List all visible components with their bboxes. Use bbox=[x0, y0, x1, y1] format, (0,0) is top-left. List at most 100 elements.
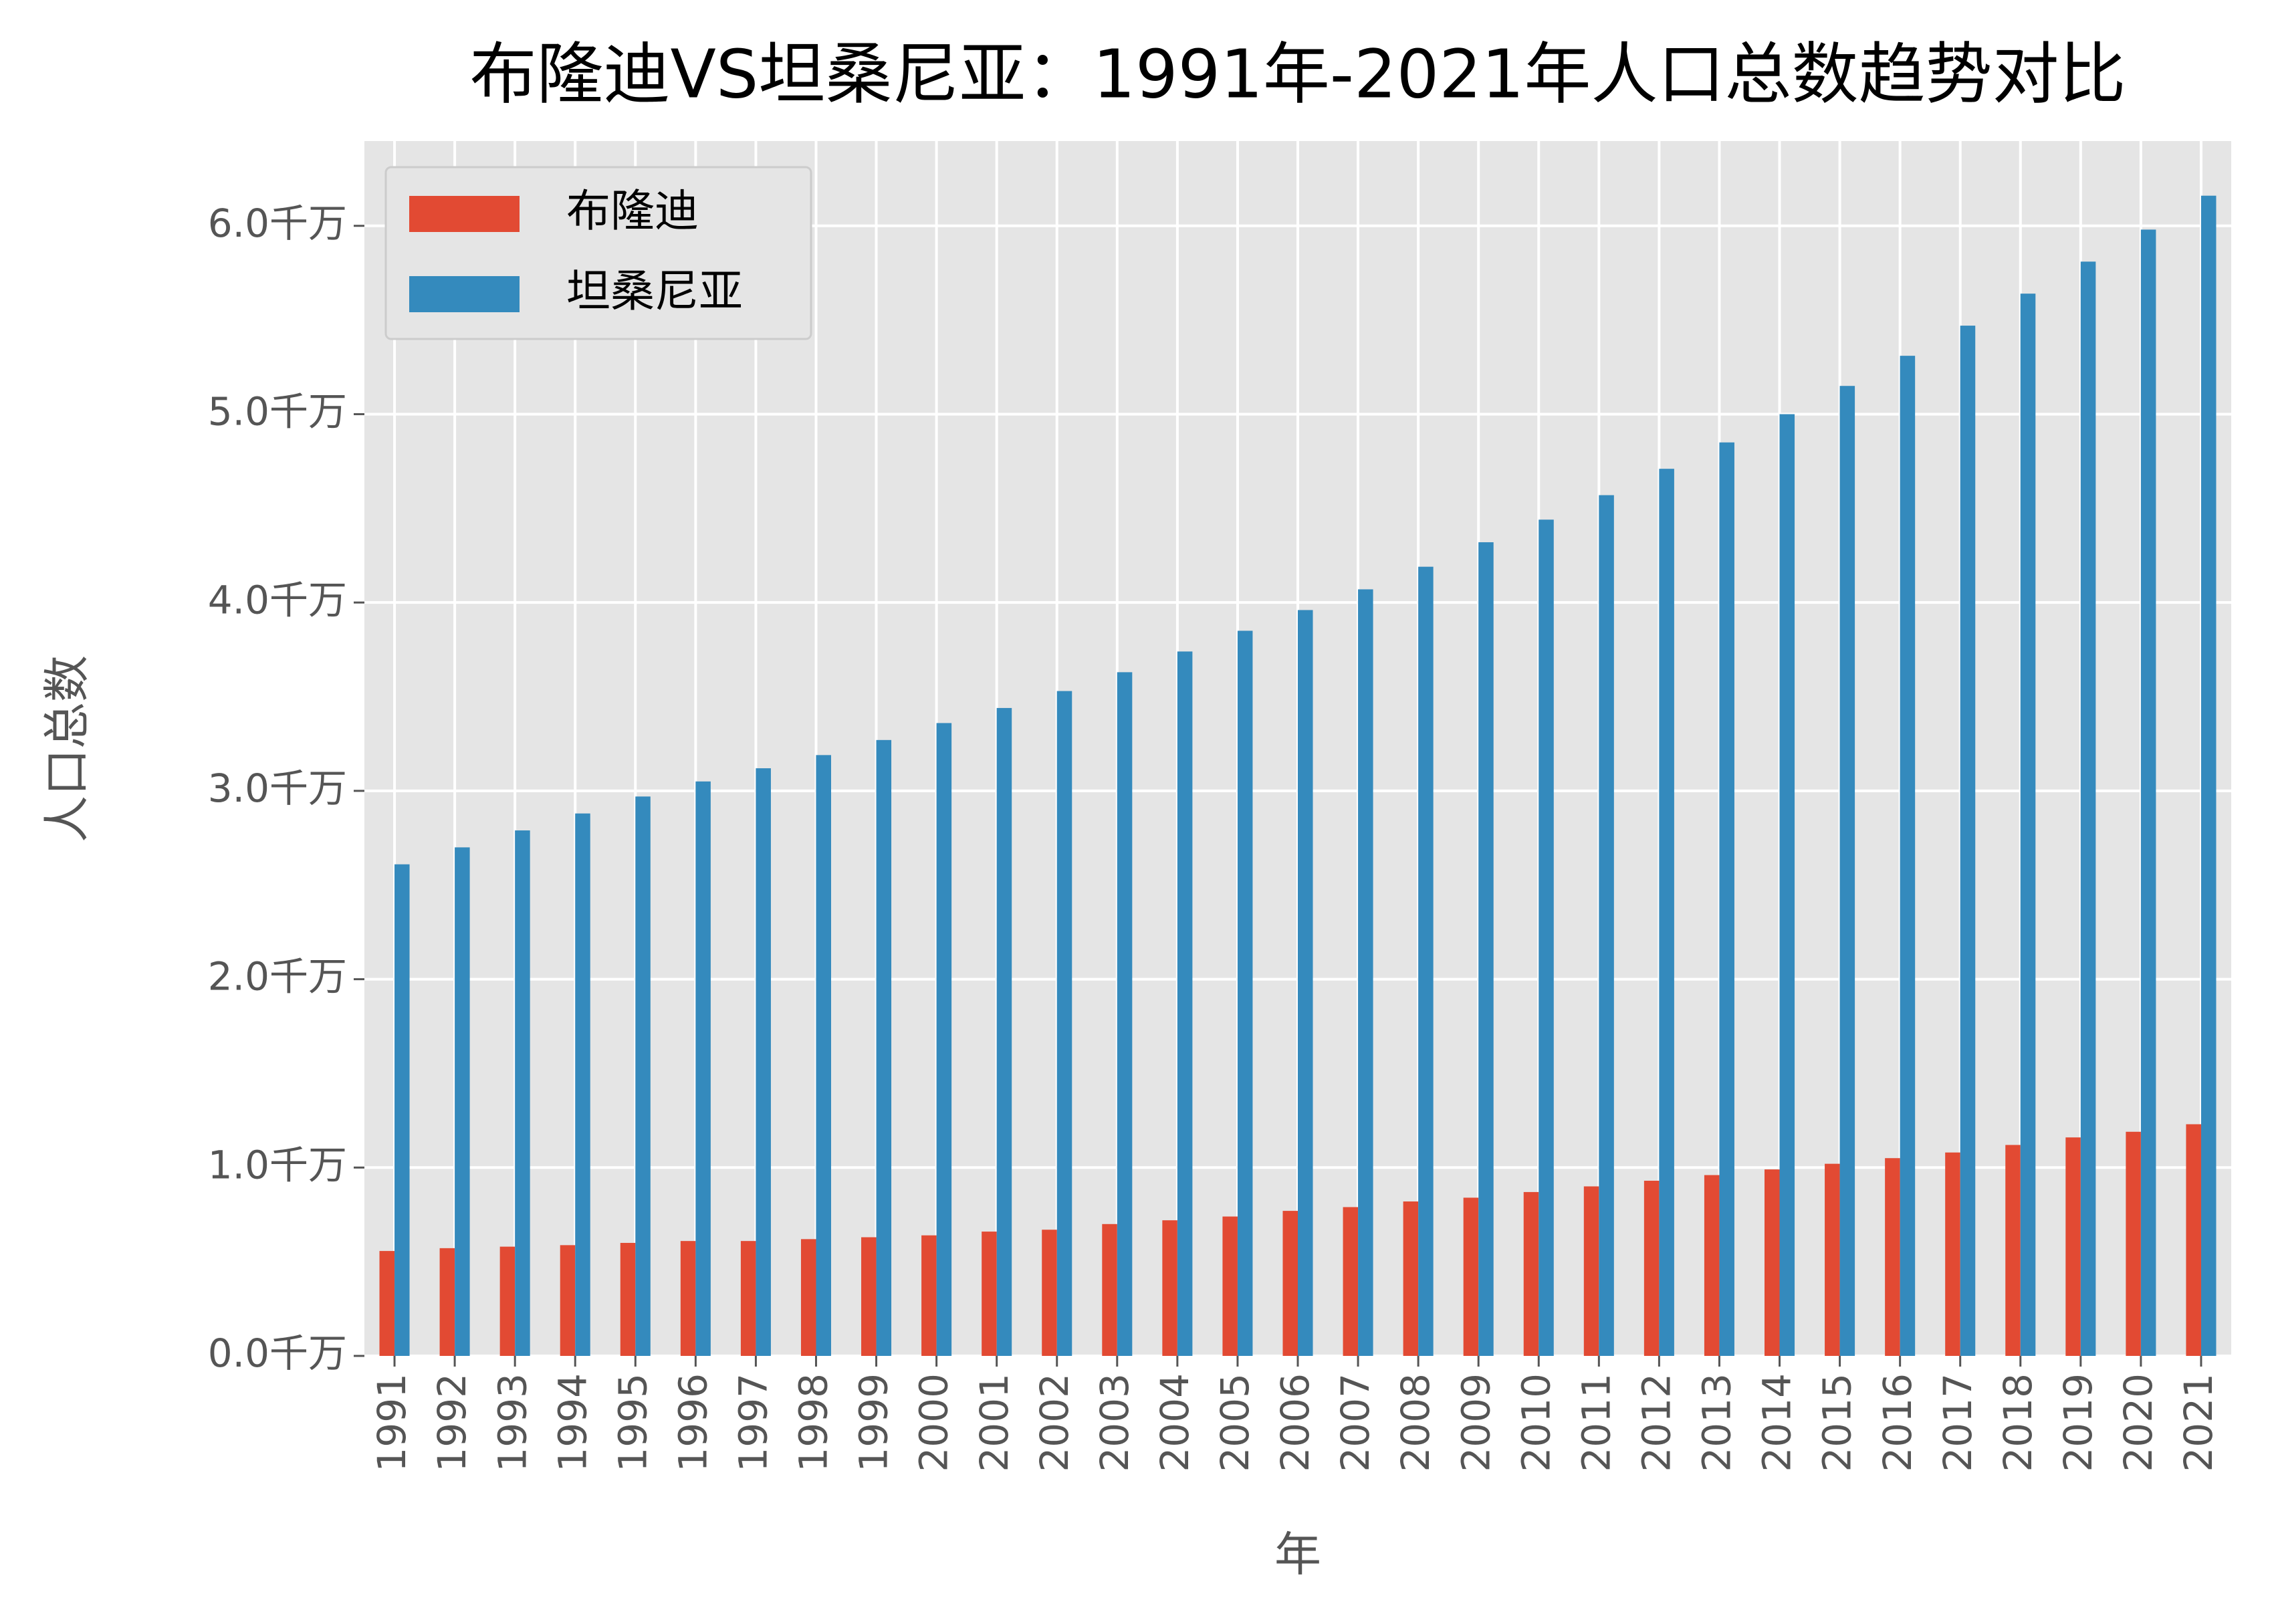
bar bbox=[1282, 1211, 1298, 1356]
x-tick-label: 1991 bbox=[369, 1373, 415, 1472]
bar bbox=[1704, 1175, 1720, 1356]
x-tick-label: 2010 bbox=[1513, 1373, 1559, 1472]
x-tick-label: 2005 bbox=[1212, 1373, 1258, 1472]
y-tick-label: 2.0千万 bbox=[208, 954, 347, 1000]
x-axis-label: 年 bbox=[1274, 1527, 1321, 1582]
bar bbox=[1539, 519, 1554, 1356]
bar bbox=[921, 1235, 937, 1356]
x-tick-label: 2019 bbox=[2055, 1373, 2101, 1472]
bar bbox=[1583, 1186, 1599, 1356]
x-tick-label: 2003 bbox=[1092, 1373, 1137, 1472]
bar bbox=[2020, 294, 2036, 1356]
x-tick-label: 2006 bbox=[1272, 1373, 1318, 1472]
bar bbox=[1042, 1230, 1057, 1356]
bar bbox=[499, 1246, 516, 1356]
bar bbox=[515, 830, 530, 1356]
bar bbox=[876, 739, 892, 1356]
bar bbox=[1659, 469, 1674, 1356]
legend-label: 布隆迪 bbox=[566, 185, 699, 237]
bar bbox=[1885, 1158, 1900, 1356]
x-tick-label: 2004 bbox=[1152, 1373, 1198, 1472]
bar bbox=[1237, 630, 1253, 1356]
x-tick-label: 2015 bbox=[1815, 1373, 1860, 1472]
x-tick-label: 2001 bbox=[972, 1373, 1017, 1472]
bar bbox=[1643, 1181, 1660, 1356]
bar bbox=[996, 707, 1012, 1356]
bar bbox=[1779, 414, 1795, 1356]
x-tick-label: 1994 bbox=[550, 1373, 595, 1472]
x-tick-label: 2008 bbox=[1393, 1373, 1438, 1472]
x-tick-label: 2007 bbox=[1333, 1373, 1378, 1472]
bar bbox=[394, 864, 410, 1356]
bar bbox=[1117, 672, 1133, 1356]
x-tick-label: 2020 bbox=[2116, 1373, 2161, 1472]
bar bbox=[1900, 356, 1916, 1356]
bar bbox=[740, 1241, 756, 1356]
bar bbox=[1418, 566, 1434, 1356]
bar bbox=[1719, 442, 1734, 1356]
bar bbox=[379, 1251, 395, 1356]
x-tick-label: 1999 bbox=[851, 1373, 897, 1472]
bar bbox=[439, 1248, 455, 1356]
bar bbox=[635, 796, 651, 1356]
bar bbox=[2200, 195, 2217, 1356]
bar bbox=[936, 723, 952, 1356]
x-tick-label: 1998 bbox=[791, 1373, 836, 1472]
y-tick-label: 5.0千万 bbox=[208, 389, 347, 435]
y-tick-label: 6.0千万 bbox=[208, 201, 347, 246]
bar bbox=[2126, 1131, 2141, 1356]
bar bbox=[1945, 1152, 1960, 1356]
bar bbox=[2005, 1145, 2021, 1356]
bar bbox=[982, 1232, 997, 1356]
x-tick-label: 2013 bbox=[1694, 1373, 1740, 1472]
bars bbox=[379, 195, 2217, 1357]
bar bbox=[1765, 1169, 1780, 1356]
x-tick-label: 2017 bbox=[1935, 1373, 1980, 1472]
bar bbox=[695, 781, 711, 1356]
bar bbox=[455, 847, 470, 1356]
bar bbox=[2065, 1137, 2081, 1356]
y-tick-label: 3.0千万 bbox=[208, 766, 347, 811]
x-tick-label: 1995 bbox=[610, 1373, 655, 1472]
bar bbox=[1222, 1216, 1238, 1356]
bar bbox=[620, 1242, 636, 1356]
x-tick-label: 2011 bbox=[1573, 1373, 1619, 1472]
y-axis-label: 人口总数 bbox=[39, 655, 94, 842]
bar bbox=[1463, 1197, 1479, 1356]
x-tick-label: 1993 bbox=[489, 1373, 535, 1472]
bar bbox=[680, 1241, 696, 1356]
x-tick-label: 2014 bbox=[1754, 1373, 1800, 1472]
legend-swatch bbox=[409, 276, 520, 312]
bar bbox=[1825, 1163, 1840, 1356]
x-tick-label: 1996 bbox=[670, 1373, 715, 1472]
x-tick-label: 2000 bbox=[911, 1373, 957, 1472]
bar bbox=[1960, 326, 1976, 1357]
bar bbox=[2140, 229, 2156, 1356]
bar bbox=[1599, 495, 1614, 1356]
y-tick-label: 0.0千万 bbox=[208, 1330, 347, 1376]
bar bbox=[1056, 691, 1072, 1356]
bar bbox=[816, 755, 831, 1356]
bar bbox=[1177, 651, 1193, 1357]
chart-title: 布隆迪VS坦桑尼亚：1991年-2021年人口总数趋势对比 bbox=[470, 35, 2126, 113]
bar bbox=[1478, 542, 1494, 1357]
bar bbox=[1162, 1220, 1177, 1356]
bar bbox=[1343, 1207, 1359, 1356]
x-tick-label: 2002 bbox=[1032, 1373, 1077, 1472]
bar bbox=[800, 1239, 816, 1356]
bar bbox=[2186, 1124, 2201, 1356]
x-tick-label: 2009 bbox=[1453, 1373, 1498, 1472]
bar bbox=[560, 1245, 576, 1356]
x-tick-label: 2018 bbox=[1995, 1373, 2041, 1472]
bar bbox=[756, 768, 771, 1356]
bar bbox=[2080, 261, 2096, 1356]
x-tick-label: 2021 bbox=[2176, 1373, 2221, 1472]
bar bbox=[1403, 1201, 1419, 1356]
bar bbox=[1298, 610, 1313, 1356]
x-tick-label: 2016 bbox=[1875, 1373, 1920, 1472]
bar bbox=[861, 1237, 877, 1356]
y-tick-label: 1.0千万 bbox=[208, 1142, 347, 1187]
legend-swatch bbox=[409, 196, 520, 232]
